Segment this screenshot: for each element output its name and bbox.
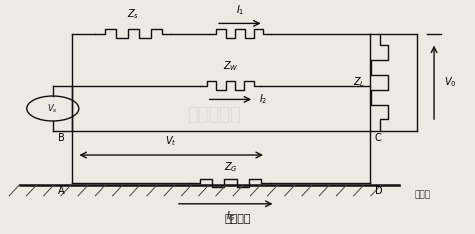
- Text: D: D: [375, 186, 382, 196]
- Text: $I_1$: $I_1$: [236, 3, 244, 17]
- Text: $Z_s$: $Z_s$: [127, 7, 140, 21]
- Text: $Z_G$: $Z_G$: [224, 161, 238, 174]
- Text: 地平面: 地平面: [414, 190, 430, 199]
- Text: $Z_L$: $Z_L$: [353, 76, 365, 89]
- Text: 电子发烧友: 电子发烧友: [187, 106, 241, 124]
- Text: $V_t$: $V_t$: [165, 134, 177, 148]
- Text: C: C: [375, 133, 381, 143]
- Text: $I_2$: $I_2$: [259, 92, 267, 106]
- Text: B: B: [58, 133, 65, 143]
- Text: $I_G$: $I_G$: [226, 209, 235, 223]
- Text: $V_s$: $V_s$: [48, 102, 58, 115]
- Text: $V_0$: $V_0$: [444, 76, 456, 89]
- Text: $Z_W$: $Z_W$: [222, 59, 238, 73]
- Text: 共模干扰: 共模干扰: [224, 214, 251, 224]
- Text: A: A: [58, 186, 65, 196]
